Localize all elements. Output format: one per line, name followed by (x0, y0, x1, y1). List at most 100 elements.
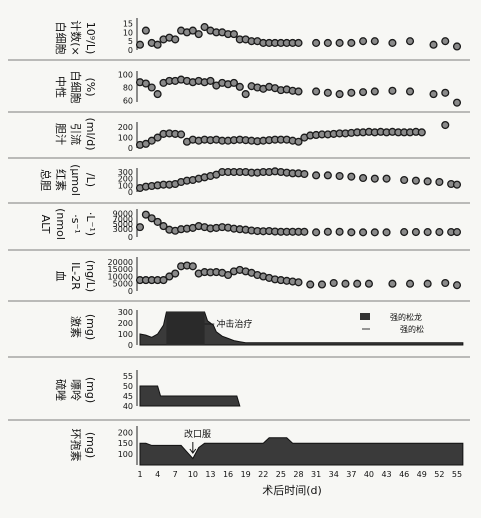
y-axis-label: 硫唑 (54, 379, 68, 401)
data-point (294, 278, 303, 287)
y-tick-label: 15000 (108, 265, 133, 274)
y-axis-label: ·s⁻¹ (69, 214, 82, 233)
x-axis-label: 术后时间(d) (262, 484, 322, 497)
data-point (141, 210, 150, 219)
y-axis-label: 血 (54, 271, 68, 282)
y-tick-label: 55 (123, 372, 133, 381)
annotation-label: 冲击治疗 (216, 318, 252, 330)
data-point (306, 280, 315, 289)
y-axis-label: (ng/L) (84, 260, 97, 292)
y-tick-label: 100 (118, 134, 133, 143)
data-point (347, 88, 356, 97)
y-tick-label: 300 (118, 308, 133, 317)
y-axis-label: ALT (39, 215, 52, 234)
y-axis-label: (mg) (84, 432, 97, 458)
data-point (452, 98, 462, 107)
data-point (382, 174, 391, 183)
y-tick-label: 40 (123, 402, 133, 411)
data-point (312, 38, 321, 47)
y-tick-label: 200 (118, 123, 133, 132)
y-axis-label: (μmol (69, 164, 82, 196)
y-tick-label: 7000 (113, 215, 133, 224)
data-point (359, 228, 368, 237)
data-point (388, 38, 397, 47)
y-tick-label: 3000 (113, 225, 133, 234)
y-axis-label: 胆汁 (54, 123, 67, 145)
y-tick-label: 100 (118, 181, 133, 190)
panel-2: 60 80 100 中性 白细胞 (%) (8, 70, 470, 113)
data-point (188, 26, 197, 35)
y-tick-label: 20000 (108, 258, 133, 267)
y-tick-label: 0 (128, 46, 133, 55)
data-point (300, 227, 309, 236)
x-tick-label: 4 (155, 470, 160, 479)
data-point (400, 228, 409, 237)
y-axis-label: 嘌呤 (69, 379, 83, 401)
data-point (206, 76, 215, 85)
data-point (141, 79, 150, 88)
y-tick-label: 10000 (108, 272, 133, 281)
data-point (159, 276, 168, 285)
data-point (323, 88, 332, 97)
data-point (300, 169, 309, 179)
y-tick-label: 100 (118, 70, 133, 79)
legend-label: 强的松龙 (390, 312, 422, 322)
data-point (135, 223, 145, 232)
y-tick-label: 200 (118, 175, 133, 184)
data-point (423, 177, 432, 186)
x-tick-label: 43 (381, 470, 391, 479)
panel-9: 100 150 200 环孢素 (mg) 改口服 (69, 426, 464, 466)
y-axis-label: 白细胞 (54, 22, 68, 55)
data-point (405, 279, 415, 288)
x-tick-label: 34 (329, 470, 339, 479)
data-point (335, 90, 344, 99)
x-tick-label: 31 (311, 470, 321, 479)
data-point (441, 120, 450, 130)
y-tick-label: 5000 (113, 280, 133, 289)
data-point (159, 222, 168, 231)
y-tick-label: 5 (128, 37, 133, 46)
y-tick-label: 80 (123, 84, 133, 93)
data-point (312, 228, 321, 237)
y-tick-label: 150 (118, 439, 133, 448)
data-point (429, 90, 438, 99)
data-point (229, 30, 238, 39)
y-axis-label: ·L⁻¹) (84, 212, 97, 236)
x-tick-label: 16 (223, 470, 233, 479)
data-point (452, 42, 462, 51)
data-point (229, 78, 238, 87)
data-point (441, 278, 450, 288)
data-point (388, 279, 397, 288)
data-point (141, 26, 150, 35)
y-tick-label: 9000 (113, 210, 133, 219)
y-axis-label: IL-2R (69, 262, 82, 290)
x-tick-label: 25 (276, 470, 286, 479)
data-point (429, 40, 438, 49)
data-point (171, 269, 180, 278)
data-point (153, 40, 162, 49)
y-tick-label: 10 (123, 28, 133, 37)
x-tick-label: 13 (205, 470, 215, 479)
x-tick-label: 28 (293, 470, 303, 479)
y-tick-label: 5000 (113, 220, 133, 229)
data-point (359, 173, 368, 183)
y-tick-label: 300 (118, 168, 133, 177)
data-point (347, 228, 356, 237)
data-point (335, 227, 344, 236)
data-point (423, 279, 432, 288)
y-tick-label: 0 (128, 233, 133, 242)
x-tick-label: 46 (399, 470, 409, 479)
area-series (139, 385, 241, 407)
annotation-label: 改口服 (184, 428, 211, 440)
x-tick-label: 10 (188, 470, 198, 479)
data-point (417, 128, 426, 137)
data-point (370, 87, 379, 96)
y-axis-label: 中性 (54, 76, 68, 98)
data-point (405, 87, 415, 96)
y-tick-label: 200 (118, 319, 133, 328)
